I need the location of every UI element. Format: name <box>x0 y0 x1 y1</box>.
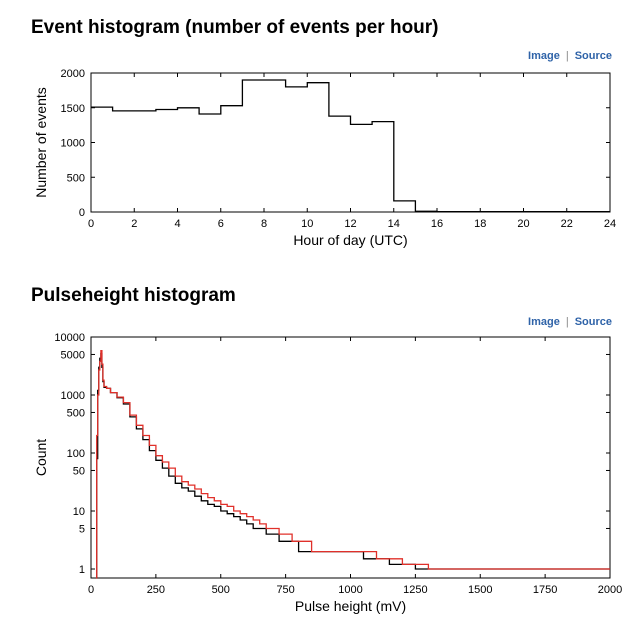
y-tick-label: 10 <box>73 506 85 518</box>
x-tick-label: 10 <box>301 218 313 230</box>
x-tick-label: 1000 <box>338 584 362 596</box>
pulseheight-histogram-source-link[interactable]: Source <box>574 316 612 328</box>
x-tick-label: 6 <box>218 218 224 230</box>
y-tick-label: 2000 <box>61 68 85 80</box>
plot-frame <box>90 72 611 213</box>
x-tick-label: 500 <box>212 584 230 596</box>
y-tick-label: 0 <box>79 207 85 219</box>
y-tick-label: 10000 <box>54 332 85 344</box>
x-tick-label: 2000 <box>598 584 622 596</box>
x-tick-label: 750 <box>276 584 294 596</box>
y-axis-label: Number of events <box>33 87 49 198</box>
x-tick-label: 18 <box>474 218 486 230</box>
x-tick-label: 16 <box>431 218 443 230</box>
event-histogram-section: Event histogram (number of events per ho… <box>0 0 634 268</box>
y-axis-label: Count <box>33 439 49 476</box>
x-tick-label: 12 <box>344 218 356 230</box>
x-tick-label: 1750 <box>533 584 557 596</box>
x-axis-label: Pulse height (mV) <box>295 598 406 614</box>
x-tick-label: 20 <box>517 218 529 230</box>
histogram-series-1 <box>96 350 610 579</box>
event-histogram-image-link[interactable]: Image <box>528 50 560 62</box>
histogram-series-0 <box>96 352 610 579</box>
y-tick-label: 5000 <box>61 349 85 361</box>
x-tick-label: 8 <box>261 218 267 230</box>
y-tick-label: 500 <box>67 407 85 419</box>
plot-frame <box>90 336 611 579</box>
event-histogram-source-link[interactable]: Source <box>574 50 612 62</box>
pulseheight-histogram-links: Image | Source <box>528 316 612 328</box>
pulseheight-histogram-chart: 0 250 500 750 1000 1250 1500 1750 2000 1 5 10 50 100 5… <box>33 332 622 614</box>
pulseheight-histogram-section: Pulseheight histogram Image | Source 0 250 5… <box>0 268 634 638</box>
histogram-series-0 <box>91 79 610 213</box>
y-tick-label: 50 <box>73 465 85 477</box>
pulseheight-histogram-image-link[interactable]: Image <box>528 316 560 328</box>
y-tick-label: 5 <box>79 523 85 535</box>
event-histogram-title: Event histogram (number of events per ho… <box>31 17 439 38</box>
y-tick-label: 1000 <box>61 138 85 150</box>
x-tick-label: 1500 <box>468 584 492 596</box>
event-histogram-links: Image | Source <box>528 50 612 62</box>
x-tick-label: 1250 <box>403 584 427 596</box>
event-histogram-chart: 0 2 4 6 8 10 12 14 16 18 20 22 240500100015002000Hou… <box>33 68 616 248</box>
y-tick-label: 100 <box>67 448 85 460</box>
y-tick-label: 1 <box>79 564 85 576</box>
x-tick-label: 0 <box>88 218 94 230</box>
x-tick-label: 4 <box>174 218 180 230</box>
y-tick-label: 1000 <box>61 390 85 402</box>
x-tick-label: 24 <box>604 218 616 230</box>
x-tick-label: 14 <box>388 218 400 230</box>
x-tick-label: 22 <box>561 218 573 230</box>
x-axis-label: Hour of day (UTC) <box>293 232 407 248</box>
x-tick-label: 2 <box>131 218 137 230</box>
pulseheight-histogram-title: Pulseheight histogram <box>31 285 236 306</box>
x-tick-label: 250 <box>147 584 165 596</box>
x-tick-label: 0 <box>88 584 94 596</box>
link-separator: | <box>565 316 569 328</box>
y-tick-label: 1500 <box>61 103 85 115</box>
y-tick-label: 500 <box>67 172 85 184</box>
link-separator: | <box>565 50 569 62</box>
